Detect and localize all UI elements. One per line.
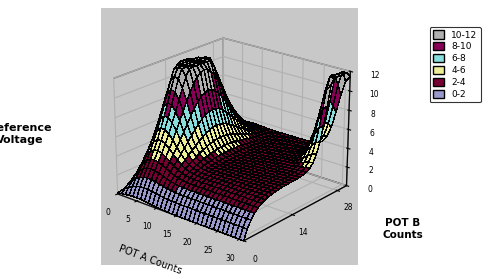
Text: POT B
Counts: POT B Counts <box>382 218 423 240</box>
Text: Reference
Voltage: Reference Voltage <box>0 123 51 145</box>
X-axis label: POT A Counts: POT A Counts <box>117 243 183 276</box>
Legend: 10-12, 8-10, 6-8, 4-6, 2-4, 0-2: 10-12, 8-10, 6-8, 4-6, 2-4, 0-2 <box>429 27 481 102</box>
